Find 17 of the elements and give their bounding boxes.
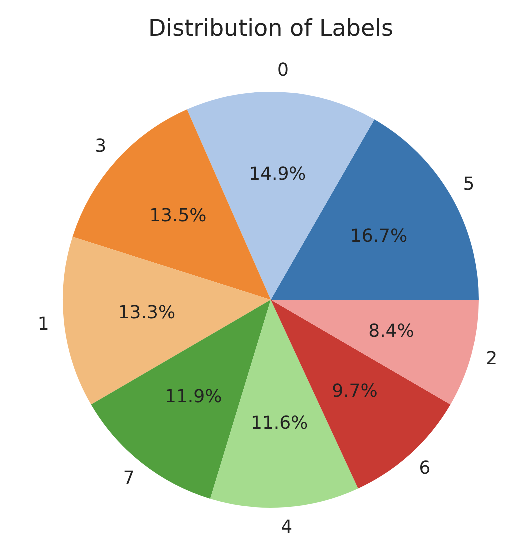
data-label: 11.6% [251, 413, 308, 434]
slice-label: 2 [486, 348, 498, 370]
chart-title: Distribution of Labels [148, 16, 394, 42]
data-label: 8.4% [368, 321, 414, 342]
slice-label: 6 [419, 458, 431, 479]
data-label: 14.9% [249, 164, 306, 186]
slice-label: 4 [281, 516, 293, 535]
slice-label: 0 [277, 60, 289, 82]
data-label: 9.7% [332, 380, 378, 402]
data-label: 13.5% [150, 205, 207, 226]
data-label: 13.3% [118, 302, 176, 324]
data-label: 16.7% [350, 226, 408, 248]
slice-label: 5 [463, 174, 475, 196]
slice-label: 7 [123, 468, 135, 490]
slice-label: 3 [95, 136, 107, 157]
data-label: 11.9% [164, 386, 222, 408]
slice-label: 1 [38, 314, 50, 335]
